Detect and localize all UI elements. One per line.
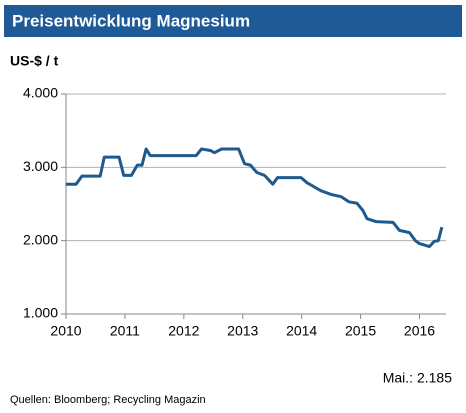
y-tick-label: 2.000 — [23, 231, 58, 247]
y-tick-label: 1.000 — [23, 305, 58, 321]
x-tick-label: 2012 — [168, 323, 199, 339]
x-tick-label: 2010 — [50, 323, 81, 339]
y-axis-label: US-$ / t — [10, 53, 59, 69]
x-tick-label: 2015 — [345, 323, 376, 339]
x-tick-label: 2013 — [227, 323, 258, 339]
y-tick-label: 4.000 — [23, 85, 58, 101]
line — [66, 147, 444, 249]
chart-title: Preisentwicklung Magnesium — [12, 11, 250, 30]
annotation: Mai.: 2.185 — [383, 370, 452, 386]
title-banner — [4, 5, 462, 37]
y-tick-label: 3.000 — [23, 158, 58, 174]
x-tick-label: 2011 — [110, 323, 140, 339]
source: Quellen: Bloomberg; Recycling Magazin — [10, 394, 206, 406]
x-tick-label: 2014 — [286, 323, 317, 339]
x-tick-label: 2016 — [404, 323, 435, 339]
